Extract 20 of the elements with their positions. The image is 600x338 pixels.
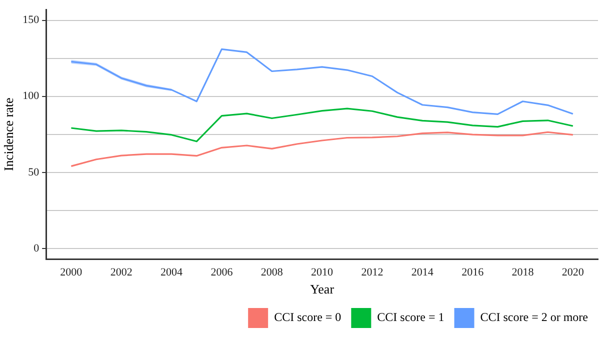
x-tick-label: 2012: [361, 266, 384, 279]
y-tick-label: 150: [22, 14, 40, 26]
x-axis-title: Year: [310, 282, 335, 297]
x-tick-label: 2006: [210, 266, 234, 279]
x-tick-label: 2000: [60, 266, 83, 279]
y-tick-label: 0: [34, 242, 40, 254]
x-tick-label: 2002: [110, 266, 132, 279]
y-tick-label: 50: [28, 166, 40, 178]
x-tick-label: 2014: [411, 266, 434, 279]
x-tick-label: 2020: [562, 266, 584, 279]
y-axis-title: Incidence rate: [1, 98, 16, 172]
legend-label: CCI score = 2 or more: [480, 310, 588, 324]
x-tick-label: 2016: [462, 266, 484, 279]
x-tick-label: 2004: [160, 266, 184, 279]
x-tick-label: 2018: [512, 266, 534, 279]
x-tick-label: 2010: [311, 266, 334, 279]
legend-label: CCI score = 1: [377, 310, 444, 324]
y-tick-label: 100: [22, 90, 40, 102]
x-tick-label: 2008: [260, 266, 284, 279]
legend-label: CCI score = 0: [274, 310, 342, 324]
